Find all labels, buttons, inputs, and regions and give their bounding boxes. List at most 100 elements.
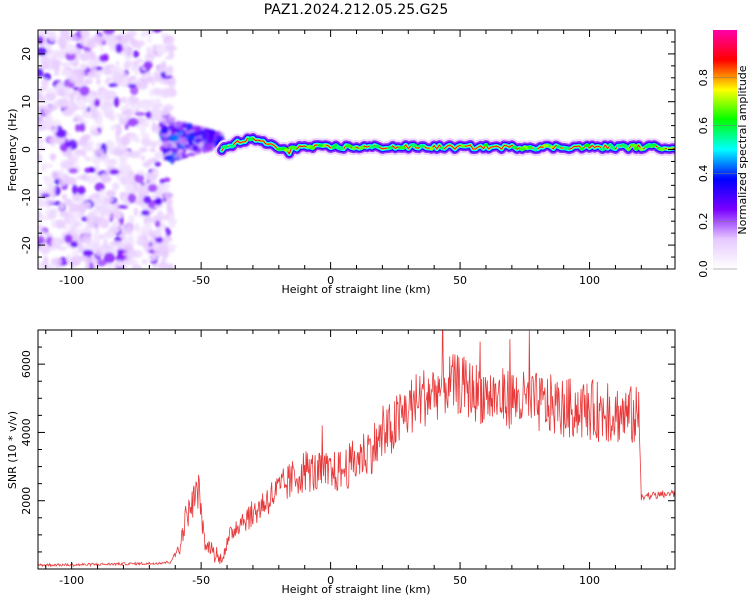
noise-blob bbox=[74, 211, 83, 219]
noise-blob bbox=[51, 170, 60, 180]
noise-blob bbox=[104, 161, 116, 167]
noise-blob bbox=[109, 168, 120, 175]
transition-blob bbox=[165, 152, 173, 156]
noise-blob bbox=[105, 261, 113, 269]
x-tick-label: 50 bbox=[453, 574, 467, 587]
noise-blob bbox=[102, 208, 114, 213]
noise-blob bbox=[66, 35, 79, 41]
noise-blob bbox=[168, 220, 176, 229]
noise-blob bbox=[137, 184, 150, 194]
noise-blob bbox=[54, 59, 62, 67]
noise-blob bbox=[169, 83, 176, 90]
noise-blob bbox=[41, 78, 49, 89]
noise-blob bbox=[47, 184, 56, 193]
noise-blob bbox=[44, 115, 53, 122]
noise-blob bbox=[57, 246, 68, 251]
noise-blob bbox=[107, 82, 119, 88]
transition-blob bbox=[178, 136, 188, 145]
noise-blob bbox=[92, 231, 101, 243]
colorbar-tick-label: 0.6 bbox=[697, 117, 710, 135]
noise-blob bbox=[80, 53, 90, 62]
noise-blob bbox=[40, 193, 51, 198]
noise-blob bbox=[78, 37, 85, 42]
noise-blob bbox=[126, 112, 132, 119]
noise-blob bbox=[136, 238, 146, 246]
colorbar-tick-label: 0.8 bbox=[697, 69, 710, 87]
noise-blob bbox=[140, 32, 147, 39]
noise-blob bbox=[154, 97, 161, 104]
noise-blob bbox=[117, 204, 129, 209]
noise-blob bbox=[61, 193, 68, 201]
transition-blob bbox=[202, 132, 208, 139]
noise-blob bbox=[141, 140, 152, 147]
noise-blob bbox=[77, 185, 86, 195]
carrier-highlight bbox=[620, 143, 626, 147]
y-tick-label: 2000 bbox=[20, 487, 33, 515]
colorbar-ticks: 0.0 0.2 0.4 0.6 0.8 bbox=[697, 69, 737, 278]
carrier-highlight bbox=[228, 144, 237, 148]
transition-blob bbox=[193, 130, 202, 137]
noise-blob bbox=[134, 111, 146, 117]
noise-blob bbox=[164, 226, 170, 233]
noise-blob bbox=[123, 48, 133, 60]
noise-blob bbox=[96, 259, 108, 267]
y-tick-label: 20 bbox=[20, 47, 33, 61]
carrier-highlight bbox=[583, 143, 591, 148]
noise-blob bbox=[80, 173, 88, 181]
noise-blob bbox=[38, 137, 44, 144]
colorbar-tick-label: 0.4 bbox=[697, 165, 710, 183]
noise-blob bbox=[127, 249, 139, 257]
noise-blob bbox=[80, 135, 90, 142]
noise-blob bbox=[93, 98, 101, 107]
noise-blob bbox=[163, 177, 171, 183]
transition-blobs bbox=[158, 117, 226, 165]
noise-blob bbox=[126, 83, 137, 88]
noise-blob bbox=[91, 108, 99, 119]
transition-blob bbox=[162, 140, 171, 149]
noise-blob bbox=[145, 132, 150, 141]
noise-blob bbox=[115, 43, 123, 54]
noise-blob bbox=[86, 213, 97, 223]
noise-blob bbox=[94, 182, 105, 192]
noise-blob bbox=[100, 247, 107, 254]
carrier-highlight bbox=[400, 146, 407, 150]
noise-blob bbox=[68, 167, 78, 174]
noise-blob bbox=[167, 263, 174, 269]
carrier-highlight bbox=[562, 146, 570, 150]
noise-blob bbox=[93, 42, 103, 47]
carrier-highlight bbox=[630, 143, 637, 147]
noise-blob bbox=[66, 253, 71, 264]
noise-blob bbox=[163, 191, 174, 199]
noise-blob bbox=[134, 265, 140, 269]
transition-blob bbox=[174, 154, 179, 159]
noise-blob bbox=[145, 172, 152, 182]
noise-blob bbox=[146, 46, 152, 55]
noise-blob bbox=[159, 178, 166, 185]
noise-blob bbox=[100, 174, 111, 184]
noise-blob bbox=[103, 252, 116, 264]
carrier-highlight bbox=[288, 145, 296, 150]
carrier-highlight bbox=[337, 146, 345, 150]
noise-blob bbox=[162, 250, 169, 259]
noise-blob bbox=[166, 204, 171, 211]
carrier-highlight bbox=[666, 147, 673, 151]
noise-blob bbox=[142, 229, 149, 238]
noise-blob bbox=[60, 70, 73, 77]
noise-blob bbox=[101, 217, 107, 226]
noise-blob bbox=[152, 87, 163, 96]
carrier-highlight bbox=[532, 147, 538, 151]
noise-blob bbox=[143, 195, 152, 204]
noise-blob bbox=[105, 190, 116, 197]
noise-blob bbox=[50, 49, 62, 56]
noise-blob bbox=[117, 260, 123, 269]
carrier-band bbox=[221, 137, 675, 155]
noise-blob bbox=[103, 231, 115, 239]
colorbar-label: Normalized spectral amplitude bbox=[736, 65, 749, 234]
noise-blob bbox=[154, 161, 162, 167]
noise-blob bbox=[47, 47, 52, 56]
transition-blob bbox=[171, 126, 177, 134]
x-tick-label: 0 bbox=[327, 574, 334, 587]
noise-blob bbox=[84, 167, 91, 174]
spectrogram-ylabel: Frequency (Hz) bbox=[6, 109, 19, 192]
carrier-highlight bbox=[317, 143, 323, 147]
